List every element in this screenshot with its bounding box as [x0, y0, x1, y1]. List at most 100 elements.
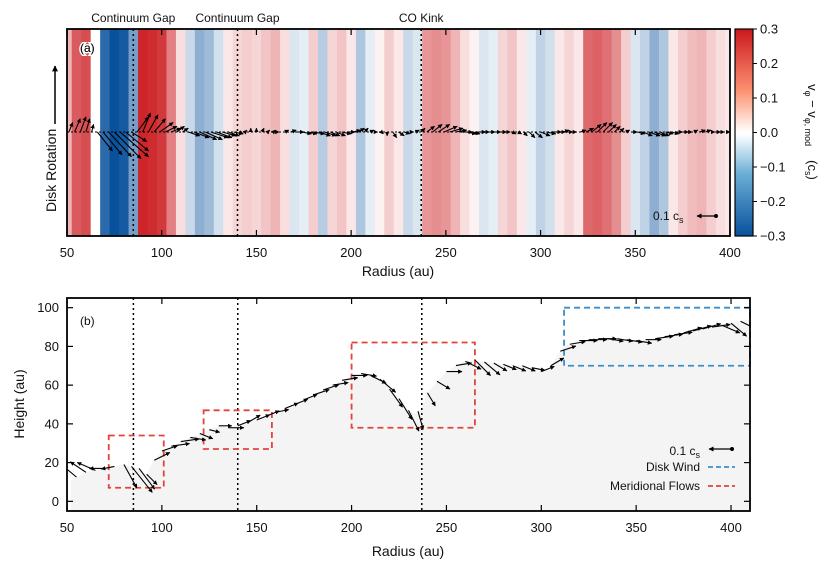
velocity-arrow	[222, 131, 237, 137]
stripe	[696, 29, 707, 236]
velocity-arrow	[522, 131, 528, 137]
panel-b-legend: 0.1 cs Disk Wind Meridional Flows	[610, 444, 735, 493]
x-tick-label: 200	[341, 520, 363, 535]
x-tick-label: 150	[246, 520, 268, 535]
velocity-arrow	[528, 131, 536, 139]
flow-arrow	[683, 326, 703, 334]
flow-arrow	[721, 324, 741, 334]
velocity-arrow	[147, 114, 159, 133]
velocity-arrow	[585, 127, 595, 133]
stripe	[100, 29, 111, 236]
flow-arrow	[427, 392, 436, 407]
x-tick-label: 350	[624, 245, 646, 260]
flow-arrow	[465, 360, 482, 370]
panel-a-y-axis-title: Disk Rotation	[43, 65, 59, 212]
velocity-arrow	[210, 131, 229, 139]
y-tick-label: 0	[52, 494, 59, 509]
velocity-arrow	[284, 129, 290, 134]
x-tick-label: 400	[719, 245, 741, 260]
panel-b-y-axis-label: Height (au)	[11, 369, 27, 438]
velocity-arrow	[352, 128, 362, 134]
flow-arrow	[730, 322, 747, 337]
flow-arrow	[512, 365, 527, 372]
flow-arrow	[322, 383, 340, 391]
panel-b-x-axis-label: Radius (au)	[372, 543, 444, 559]
colorbar-ticks: 0.3 0.2 0.1 0.0 −0.1 −0.2 −0.3	[753, 22, 786, 244]
flow-arrow	[171, 441, 190, 447]
velocity-arrow	[125, 131, 149, 152]
flow-arrow	[474, 359, 491, 376]
velocity-arrow	[216, 131, 233, 139]
panel-a-reference-lines: Continuum Gap Continuum Gap CO Kink	[91, 11, 445, 236]
flow-arrow	[332, 381, 349, 386]
x-tick-label: 250	[436, 520, 458, 535]
velocity-arrow	[193, 131, 210, 139]
y-tick-label: 20	[45, 455, 59, 470]
flow-arrow	[692, 324, 712, 332]
flow-arrow	[313, 388, 330, 396]
panel-a-key-vector: 0.1 cs	[653, 209, 718, 225]
flow-arrow	[417, 411, 425, 430]
stripe	[81, 29, 92, 236]
flow-arrow	[389, 388, 403, 408]
flow-arrow	[702, 322, 722, 330]
panel-a-x-axis-label: Radius (au)	[362, 263, 434, 279]
velocity-arrow	[307, 130, 318, 136]
stripe	[67, 29, 73, 236]
velocity-arrow	[238, 130, 244, 135]
flow-arrow	[398, 398, 413, 420]
velocity-arrow	[443, 125, 458, 133]
x-tick-label: 200	[340, 245, 362, 260]
velocity-arrow	[614, 125, 621, 133]
velocity-arrow	[369, 129, 375, 134]
feature-label-2: Continuum Gap	[195, 11, 279, 25]
x-tick-label: 100	[151, 520, 173, 535]
flow-arrow	[655, 334, 674, 340]
velocity-arrow	[580, 129, 587, 134]
colorbar-tick-label: −0.2	[760, 194, 786, 209]
flow-arrow	[664, 332, 684, 338]
velocity-arrow	[404, 130, 411, 135]
flow-arrow	[484, 361, 501, 376]
velocity-arrow	[318, 131, 331, 137]
panel-a-key-label: 0.1 cs	[653, 209, 684, 225]
meridional-flow-box	[350, 341, 476, 429]
panel-a-velocity-vectors	[68, 112, 730, 159]
flow-arrow	[360, 372, 378, 378]
legend-label-vector: 0.1 cs	[669, 444, 700, 460]
x-tick-label: 50	[60, 520, 74, 535]
velocity-arrow	[165, 125, 178, 133]
colorbar-tick-label: 0.2	[760, 56, 778, 71]
velocity-arrow	[648, 131, 661, 137]
velocity-arrow	[271, 129, 276, 135]
colorbar-gradient	[734, 28, 754, 237]
flow-arrow	[131, 466, 153, 493]
flow-arrow	[379, 378, 396, 393]
flow-arrow	[740, 320, 750, 327]
x-tick-label: 100	[151, 245, 173, 260]
flow-arrow	[550, 357, 565, 367]
panel-b-label: (b)	[80, 314, 95, 328]
flow-arrow	[569, 340, 586, 345]
panel-b-velocity-vectors	[67, 320, 750, 493]
colorbar: 0.3 0.2 0.1 0.0 −0.1 −0.2 −0.3 vφ − vφ, mod(cs…	[734, 22, 820, 244]
velocity-arrow	[119, 131, 149, 158]
panel-b-reference-lines	[132, 298, 423, 511]
velocity-arrow	[378, 129, 384, 135]
velocity-arrow	[619, 127, 625, 133]
flow-arrow	[123, 464, 138, 489]
flow-arrow	[209, 429, 221, 434]
velocity-arrow	[68, 122, 74, 133]
flow-arrow	[100, 465, 115, 471]
velocity-arrow	[90, 123, 95, 133]
flow-arrow	[522, 365, 536, 372]
velocity-arrow	[205, 131, 223, 141]
velocity-arrow	[426, 125, 435, 133]
velocity-arrow	[642, 131, 653, 137]
velocity-arrow	[693, 129, 699, 134]
velocity-arrow	[398, 131, 405, 137]
velocity-arrow	[260, 127, 265, 133]
velocity-arrow	[699, 129, 706, 134]
velocity-arrow	[142, 112, 151, 133]
panel-b-frame	[66, 297, 751, 512]
